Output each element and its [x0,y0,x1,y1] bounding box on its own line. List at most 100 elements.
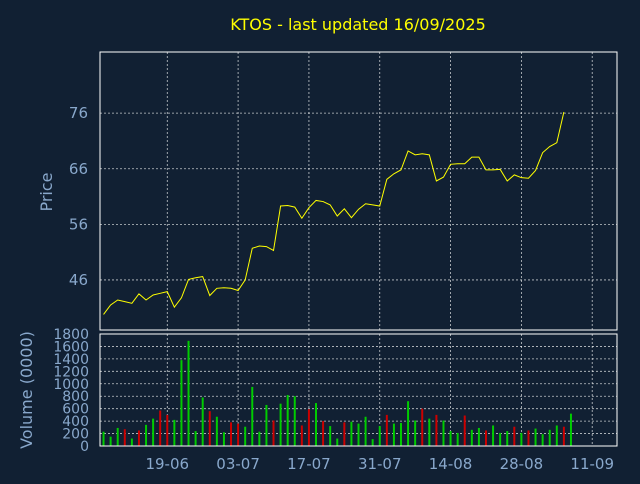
price-series-line [103,111,565,315]
volume-bar [506,431,509,446]
x-tick-label: 17-07 [287,455,331,473]
volume-bar [541,434,544,446]
x-tick-labels: 19-06 03-07 17-07 31-07 14-08 28-08 11-09 [145,455,614,473]
price-y-tick-labels: 46 56 66 76 [69,104,88,289]
volume-frame-rect [99,333,618,447]
volume-bar [187,340,190,446]
x-tick-label: 19-06 [145,455,189,473]
volume-bars [102,340,572,446]
price-y-tick-label: 76 [69,104,88,122]
volume-bar [513,426,516,446]
volume-bar [336,438,339,446]
volume-bar [244,426,247,446]
volume-bar [152,418,155,446]
volume-bar [265,404,268,446]
volume-bar [421,408,424,446]
price-y-tick-label: 46 [69,271,88,289]
volume-bar [548,429,551,446]
volume-bar [569,413,572,446]
volume-bar [428,418,431,446]
x-tick-label: 11-09 [570,455,614,473]
volume-axis-label: Volume (0000) [17,331,36,449]
volume-bar [102,431,105,446]
price-line-group [103,111,565,315]
volume-bar [499,432,502,446]
volume-bar [527,430,530,446]
volume-bar [201,397,204,446]
volume-y-tick-label: 1400 [53,352,89,368]
volume-bar [194,431,197,446]
x-tick-label: 28-08 [500,455,544,473]
volume-bar [279,403,282,446]
volume-bar [492,425,495,446]
volume-bar [322,421,325,446]
volume-y-tick-label: 800 [62,389,89,405]
volume-bar [130,438,133,446]
volume-bar [272,420,275,446]
volume-bar [371,439,374,446]
volume-bar [456,432,459,446]
volume-bar [350,421,353,446]
volume-bar [180,360,183,446]
volume-bar [237,423,240,446]
volume-bar [392,423,395,446]
volume-y-tick-label: 1000 [53,377,89,393]
volume-bar [442,420,445,446]
volume-bar [378,426,381,446]
volume-bar [407,401,410,446]
volume-bar [357,423,360,446]
volume-panel-frame [99,333,618,447]
x-tick-label: 31-07 [358,455,402,473]
volume-bar [477,427,480,446]
volume-bar [145,424,148,446]
volume-bar [449,431,452,446]
volume-bar [385,414,388,446]
price-y-tick-label: 56 [69,215,88,233]
volume-bar [293,396,296,446]
volume-y-tick-label: 0 [80,439,89,455]
volume-bar [116,427,119,446]
volume-bar [230,422,233,446]
volume-bar [414,420,417,446]
volume-bar [364,416,367,446]
price-axis-label: Price [37,172,56,211]
volume-bar [534,428,537,446]
volume-y-tick-label: 1600 [53,339,89,355]
volume-bar [555,425,558,446]
volume-bar [315,403,317,446]
volume-bar [109,436,112,446]
volume-bar [400,422,402,446]
volume-bar [123,429,126,446]
volume-bar [215,416,218,446]
volume-bar [222,432,225,446]
x-tick-label: 03-07 [216,455,260,473]
volume-bar [463,415,466,446]
price-y-tick-label: 66 [69,160,88,178]
volume-bar [307,409,310,446]
x-tick-label: 14-08 [429,455,473,473]
volume-bar [520,432,523,446]
chart-title: KTOS - last updated 16/09/2025 [230,15,486,34]
volume-bar [562,426,565,446]
volume-bar [166,414,169,446]
volume-y-tick-label: 200 [62,427,89,443]
volume-bar [329,426,332,446]
volume-bar [484,430,487,446]
price-panel-frame [99,51,618,331]
volume-bar [137,430,140,446]
volume-y-tick-label: 1200 [53,364,89,380]
volume-bar [173,419,176,446]
volume-y-tick-label: 1800 [53,327,89,343]
volume-bar [286,394,289,446]
volume-bar [258,431,261,446]
volume-y-tick-label: 400 [62,414,89,430]
volume-y-tick-label: 600 [62,402,89,418]
volume-bar [435,414,438,446]
volume-bar [208,411,211,446]
volume-bar [159,410,162,446]
price-frame-rect [99,51,618,331]
